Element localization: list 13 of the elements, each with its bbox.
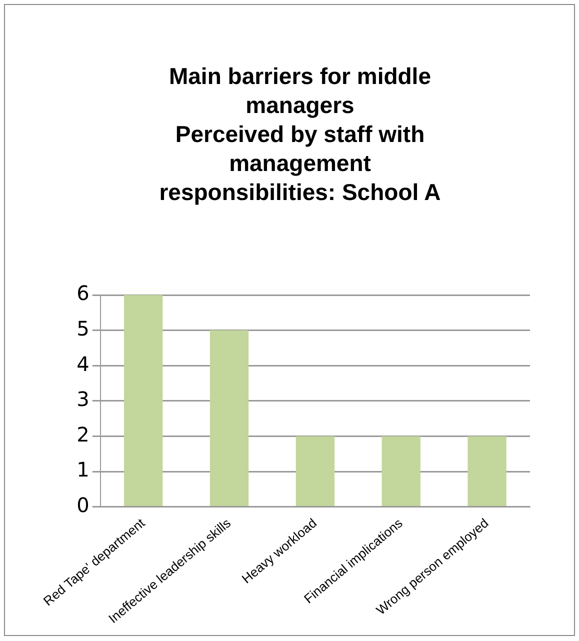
chart-title: Main barriers for middle managers Perceived by staff with management responsibilities: School A [158,62,442,207]
y-tick-label: 3 [76,387,90,412]
bar [210,330,249,506]
y-tick-label: 0 [76,493,90,518]
y-tick-label: 1 [76,458,90,482]
y-tick-label: 2 [76,422,90,446]
y-tick-label: 4 [76,352,90,376]
bar [296,436,335,506]
bar [124,295,163,506]
bar [468,436,506,506]
y-tick-label: 5 [76,316,90,341]
bar [382,436,420,506]
y-tick-label: 6 [76,281,90,306]
